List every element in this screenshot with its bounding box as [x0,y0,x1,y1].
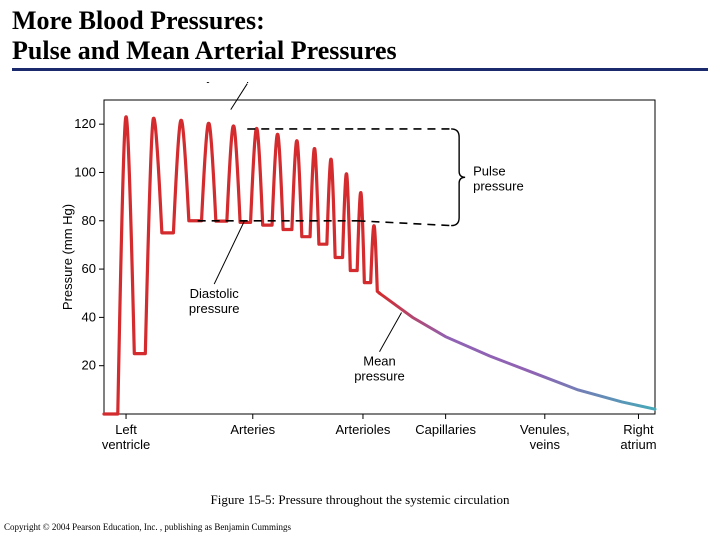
x-category-label: Venules, [520,422,570,437]
diastolic-leader [214,221,244,284]
pulse-bracket [451,129,465,226]
ytick-label: 100 [74,164,96,179]
mean-pressure-line [380,293,656,409]
x-category-label: Arterioles [336,422,391,437]
slide-title-block: More Blood Pressures: Pulse and Mean Art… [0,0,720,79]
figure-caption: Figure 15-5: Pressure throughout the sys… [0,492,720,508]
pulse-label-2: pressure [473,178,524,193]
ytick-label: 80 [82,213,96,228]
x-category-label: Left [115,422,137,437]
title-line-2: Pulse and Mean Arterial Pressures [12,36,708,66]
pulse-waveform [104,117,380,414]
systolic-label: Systolic pressure [198,82,297,84]
x-category-label-2: veins [530,437,561,452]
x-category-label-2: atrium [620,437,656,452]
ytick-label: 40 [82,309,96,324]
ytick-label: 60 [82,261,96,276]
copyright-text: Copyright © 2004 Pearson Education, Inc.… [4,522,291,532]
mean-label-2: pressure [354,369,405,384]
x-category-label: Right [623,422,654,437]
x-category-label-2: ventricle [102,437,150,452]
x-category-label: Capillaries [415,422,476,437]
diastolic-label: Diastolic [190,286,240,301]
pressure-chart: 20 40 60 80 100 120 Pressure (mm Hg) Leftventri… [60,82,670,482]
title-underline [12,68,708,71]
x-category-label: Arteries [230,422,275,437]
y-axis-label: Pressure (mm Hg) [60,204,75,310]
systolic-leader [231,84,248,110]
diastolic-label-2: pressure [189,301,240,316]
title-line-1: More Blood Pressures: [12,6,708,36]
chart-svg: 20 40 60 80 100 120 Pressure (mm Hg) Leftventri… [60,82,670,482]
mean-label: Mean [363,354,396,369]
bracket-dash-bot [357,221,451,226]
pulse-label: Pulse [473,163,506,178]
mean-leader [380,313,402,352]
ytick-label: 20 [82,358,96,373]
ytick-label: 120 [74,116,96,131]
